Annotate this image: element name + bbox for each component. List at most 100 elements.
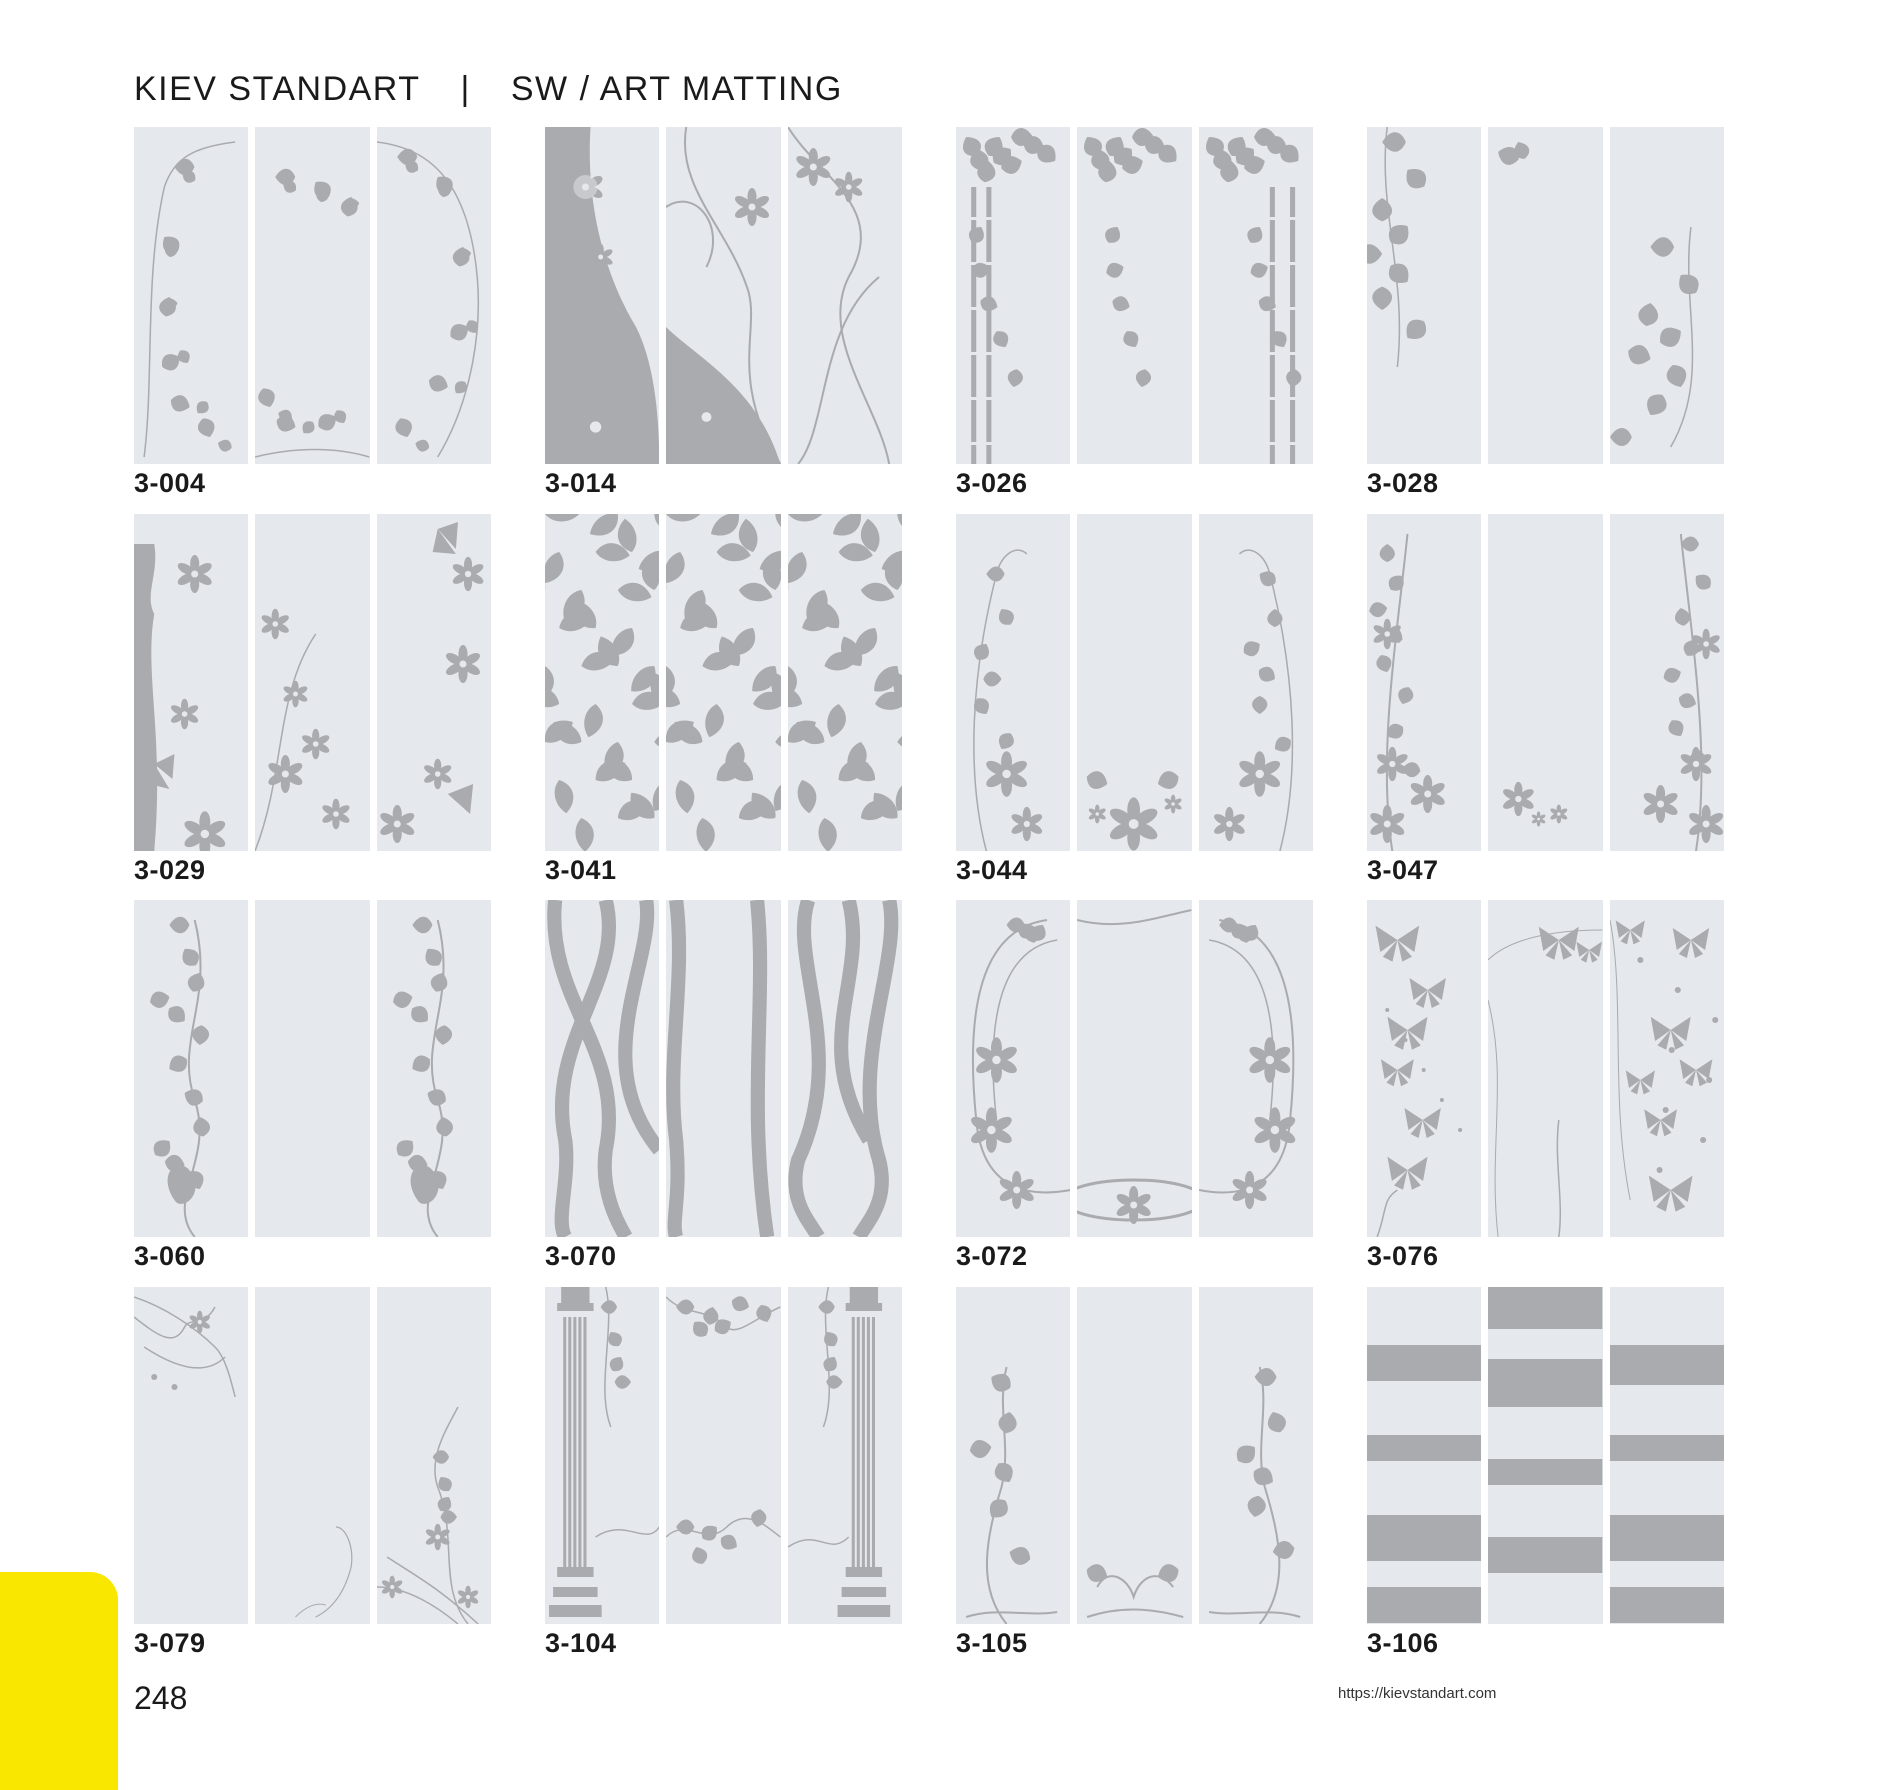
glass-panel [1488,1287,1603,1624]
matting-pattern-columns-vines [666,1296,781,1564]
item-code: 3-106 [1367,1628,1439,1658]
matting-pattern-vine-sides [392,916,453,1237]
catalog-item[interactable]: 3-041 [545,514,902,886]
glass-panel [1609,1287,1724,1624]
glass-panel [376,1287,491,1624]
catalog-item[interactable]: 3-029 [134,514,491,886]
glass-panel [1198,1287,1313,1624]
catalog-item[interactable]: 3-105 [956,1287,1313,1659]
matting-pattern-columns-vines [787,1287,890,1617]
glass-panels [134,1287,491,1624]
matting-pattern-butterflies-flowers [379,522,483,843]
website-url[interactable]: https://kievstandart.com [1338,1685,1497,1702]
matting-pattern-ivy-wreath [376,141,479,458]
item-code: 3-072 [956,1241,1028,1271]
item-code: 3-014 [545,468,617,498]
catalog-item[interactable]: 3-104 [545,1287,902,1659]
glass-panels [1367,1287,1724,1624]
glass-panel [1367,1287,1482,1624]
glass-panels [956,127,1313,464]
matting-pattern-lily-frame [971,917,1071,1209]
glass-panels [956,514,1313,851]
glass-panel [1367,127,1482,464]
glass-panel [666,514,781,851]
glass-panel [956,514,1071,851]
glass-panel [1077,1287,1192,1624]
catalog-item[interactable]: 3-004 [134,127,491,499]
matting-pattern-lily-frame [1198,917,1295,1209]
catalog-item[interactable]: 3-047 [1367,514,1724,886]
matting-pattern-sprouts [1087,1564,1184,1618]
item-code: 3-028 [1367,468,1439,498]
glass-panel [1367,514,1482,851]
matting-pattern-ivy-corners [1498,142,1530,165]
matting-pattern-ribbons [547,900,660,1237]
matting-pattern-butterflies [1375,925,1463,1237]
glass-panel [376,127,491,464]
glass-panel [255,1287,370,1624]
matting-pattern-swirl-corners [134,1296,236,1398]
matting-pattern-lily-frame [1077,909,1192,1224]
matting-pattern-flower-arch [1503,781,1568,827]
glass-panel [1488,127,1603,464]
item-code: 3-060 [134,1241,206,1271]
glass-panels [545,514,902,851]
matting-pattern-sprouts [1208,1366,1301,1624]
glass-panel [666,1287,781,1624]
glass-panels [1367,900,1724,1237]
glass-panel [255,900,370,1237]
matting-pattern-stripes [1488,1287,1603,1573]
catalog-item[interactable]: 3-076 [1367,900,1724,1272]
glass-panels [545,127,902,464]
catalog-item[interactable]: 3-026 [956,127,1313,499]
brand-title: KIEV STANDART [134,70,421,108]
catalog-item[interactable]: 3-072 [956,900,1313,1272]
glass-panels [134,900,491,1237]
matting-pattern-ribbons [666,900,775,1237]
glass-panel [666,900,781,1237]
glass-panel [134,514,249,851]
glass-panel [545,514,660,851]
glass-panel [1198,127,1313,464]
item-code: 3-105 [956,1628,1028,1658]
matting-pattern-stripes [1609,1345,1724,1623]
glass-panels [956,900,1313,1237]
matting-pattern-vine-sides [255,900,369,1237]
catalog-item[interactable]: 3-079 [134,1287,491,1659]
matting-pattern-flower-wave [787,127,890,464]
item-code: 3-047 [1367,855,1439,885]
glass-panel [255,127,370,464]
glass-panel [1077,900,1192,1237]
catalog-item[interactable]: 3-028 [1367,127,1724,499]
matting-pattern-flower-arch [1643,533,1723,851]
matting-pattern-flower-arch [1369,533,1445,851]
glass-panel [1077,127,1192,464]
glass-panel [956,127,1071,464]
catalog-item[interactable]: 3-044 [956,514,1313,886]
catalog-item[interactable]: 3-070 [545,900,902,1272]
matting-pattern-butterflies [1488,926,1603,1237]
item-code: 3-076 [1367,1241,1439,1271]
glass-panel [787,1287,902,1624]
glass-panel [134,1287,249,1624]
item-code: 3-029 [134,855,206,885]
matting-pattern-ivy-corners [1609,226,1699,448]
catalog-item[interactable]: 3-060 [134,900,491,1272]
glass-panel [134,127,249,464]
glass-panel [956,1287,1071,1624]
glass-panel [1077,514,1192,851]
glass-panel [956,900,1071,1237]
matting-pattern-bamboo-arch [963,128,1056,464]
glass-panel [787,127,902,464]
catalog-item[interactable]: 3-106 [1367,1287,1724,1659]
page-number: 248 [134,1680,188,1716]
glass-panel [1488,514,1603,851]
item-code: 3-041 [545,855,617,885]
catalog-item[interactable]: 3-014 [545,127,902,499]
glass-panels [956,1287,1313,1624]
item-code: 3-104 [545,1628,617,1658]
glass-panel [134,900,249,1237]
glass-panel [1367,900,1482,1237]
matting-pattern-flower-wave [666,127,781,464]
item-code: 3-079 [134,1628,206,1658]
